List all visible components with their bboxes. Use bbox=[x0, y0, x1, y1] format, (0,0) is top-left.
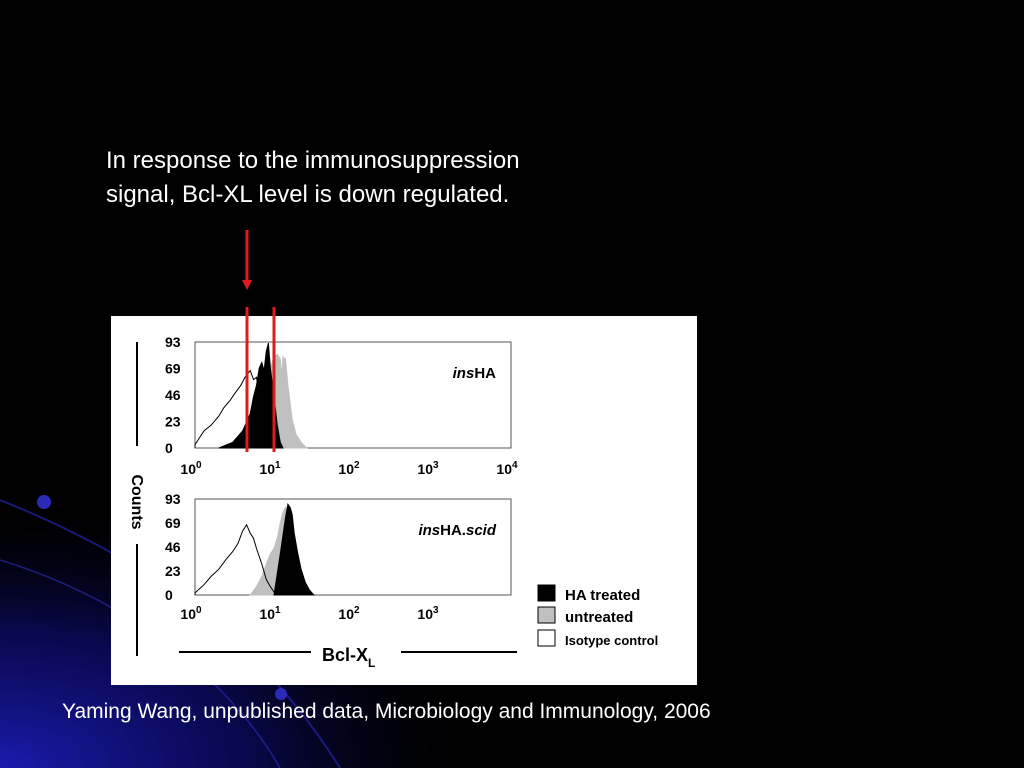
series-isotype-control bbox=[194, 369, 281, 449]
headline: In response to the immunosuppression sig… bbox=[106, 144, 666, 212]
y-tick-label: 93 bbox=[165, 491, 181, 507]
x-tick-label: 100 bbox=[180, 605, 202, 622]
legend: HA treated untreated Isotype control bbox=[537, 584, 658, 648]
legend-swatch-ha-treated bbox=[537, 584, 556, 602]
y-tick-label: 0 bbox=[165, 440, 173, 456]
y-tick-label: 69 bbox=[165, 361, 181, 377]
histogram-panel-1: 93 69 46 23 0 100 101 102 103 104 insHA bbox=[165, 334, 518, 477]
y-tick-label: 46 bbox=[165, 387, 181, 403]
plot-frame bbox=[194, 498, 512, 596]
series-isotype-control bbox=[194, 523, 281, 596]
y-tick-label: 23 bbox=[165, 414, 181, 430]
histogram-panel-2: 93 69 46 23 0 100 101 102 103 insHA.scid bbox=[165, 491, 512, 622]
y-axis-label: Counts bbox=[128, 474, 145, 529]
y-tick-label: 46 bbox=[165, 539, 181, 555]
panel-title: insHA.scid bbox=[418, 522, 496, 539]
x-tick-label: 101 bbox=[259, 460, 281, 477]
x-axis-label: Bcl-XL bbox=[322, 645, 375, 670]
x-tick-label: 104 bbox=[496, 460, 518, 477]
citation: Yaming Wang, unpublished data, Microbiol… bbox=[62, 700, 711, 723]
y-tick-label: 69 bbox=[165, 515, 181, 531]
plot-frame bbox=[194, 341, 512, 449]
background-dot-icon bbox=[275, 688, 287, 700]
x-tick-label: 101 bbox=[259, 605, 281, 622]
y-tick-label: 0 bbox=[165, 587, 173, 603]
background-dot-icon bbox=[37, 495, 51, 509]
series-ha-treated bbox=[273, 502, 316, 596]
panel-title: insHA bbox=[453, 365, 497, 382]
x-tick-label: 100 bbox=[180, 460, 202, 477]
headline-line-2: signal, Bcl-XL level is down regulated. bbox=[106, 181, 510, 208]
histogram-figure: Counts Bcl-XL HA treated untreated Isoty… bbox=[128, 334, 658, 670]
headline-line-1: In response to the immunosuppression bbox=[106, 147, 520, 174]
x-tick-label: 102 bbox=[338, 460, 360, 477]
x-tick-label: 103 bbox=[417, 460, 439, 477]
legend-swatch-untreated bbox=[537, 606, 556, 624]
x-tick-label: 103 bbox=[417, 605, 439, 622]
legend-label: untreated bbox=[565, 609, 633, 626]
y-tick-label: 93 bbox=[165, 334, 181, 350]
figure-panel: Counts Bcl-XL HA treated untreated Isoty… bbox=[111, 316, 697, 685]
legend-swatch-isotype bbox=[537, 629, 556, 647]
legend-label: HA treated bbox=[565, 587, 640, 604]
x-tick-label: 102 bbox=[338, 605, 360, 622]
legend-label: Isotype control bbox=[565, 633, 658, 648]
y-tick-label: 23 bbox=[165, 563, 181, 579]
